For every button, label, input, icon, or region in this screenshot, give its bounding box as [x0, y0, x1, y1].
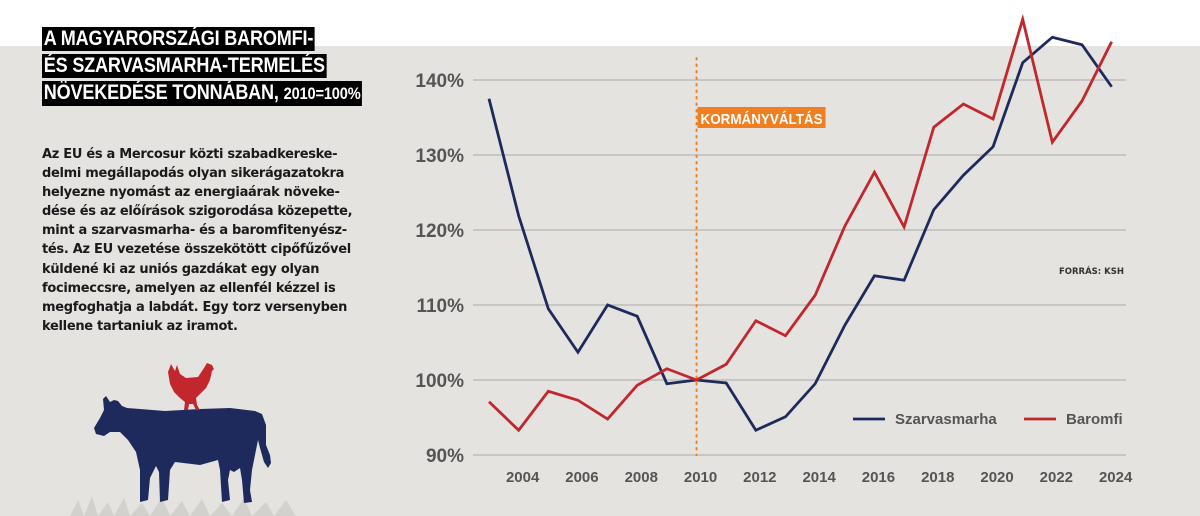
- body-line: Az EU és a Mercosur közti szabadkereske-: [42, 147, 338, 162]
- annotation-box: [697, 107, 826, 128]
- source-label: FORRÁS: KSH: [1059, 265, 1124, 277]
- y-tick-label: 90%: [426, 446, 464, 467]
- x-tick-label: 2010: [684, 469, 717, 486]
- body-line: delmi megállapodás olyan sikerágazatokra: [42, 166, 345, 182]
- y-tick-label: 110%: [416, 296, 464, 317]
- body-line: megfoghatja a labdát. Egy torz versenybe…: [42, 299, 348, 315]
- title-line-1: A MAGYARORSZÁGI BAROMFI-: [42, 27, 315, 51]
- body-line: focimeccsre, amelyen az ellenfél kézzel …: [42, 280, 336, 296]
- series-line-szarvasmarha: [487, 35, 1113, 433]
- x-tick-label: 2004: [506, 469, 540, 486]
- x-tick-label: 2022: [1040, 469, 1073, 486]
- body-line: mint a szarvasmarha- és a baromfitenyész…: [42, 223, 347, 239]
- title-suffix: 2010=100%: [283, 84, 361, 103]
- x-axis: 2004 2006 2008 2010 2012 2014 2016 2018 2020 2022…: [506, 469, 1133, 486]
- hen-icon: [168, 363, 214, 410]
- title-line-3-main: NÖVEKEDÉSE TONNÁBAN,: [43, 81, 279, 104]
- x-tick-label: 2012: [743, 469, 776, 486]
- legend-label: Baromfi: [1066, 411, 1123, 428]
- legend-label: Szarvasmarha: [895, 411, 997, 428]
- x-tick-label: 2016: [862, 469, 895, 486]
- body-paragraph: Az EU és a Mercosur közti szabadkereske-…: [42, 145, 382, 336]
- x-tick-label: 2006: [565, 469, 598, 486]
- y-axis: 90% 100% 110% 120% 130% 140%: [415, 71, 464, 467]
- annotation: KORMÁNYVÁLTÁS: [695, 57, 826, 456]
- title-line-3: NÖVEKEDÉSE TONNÁBAN, 2010=100%: [42, 81, 363, 106]
- y-tick-label: 130%: [415, 146, 464, 167]
- series-line-baromfi: [488, 13, 1113, 433]
- body-line: tés. Az EU vezetése összekötött cipőfűző…: [42, 242, 351, 258]
- series: [487, 13, 1113, 433]
- legend: Szarvasmarha Baromfi: [853, 411, 1123, 428]
- annotation-label: KORMÁNYVÁLTÁS: [701, 111, 823, 128]
- chart-title: A MAGYARORSZÁGI BAROMFI- ÉS SZARVASMARHA…: [42, 27, 414, 109]
- x-tick-label: 2008: [625, 469, 658, 486]
- title-line-2: ÉS SZARVASMARHA-TERMELÉS: [42, 54, 327, 78]
- x-tick-label: 2014: [802, 469, 836, 486]
- illustration: [70, 363, 296, 516]
- x-tick-label: 2020: [980, 469, 1013, 486]
- y-tick-label: 140%: [415, 71, 464, 92]
- body-line: helyezne nyomást az energiaárak növeke-: [42, 185, 340, 201]
- y-tick-label: 100%: [415, 371, 464, 392]
- x-tick-label: 2024: [1099, 469, 1133, 486]
- body-line: küldené ki az uniós gazdákat egy olyan: [42, 261, 320, 277]
- body-line: kellene tartaniuk az iramot.: [42, 318, 238, 334]
- x-tick-label: 2018: [921, 469, 954, 486]
- grass-icon: [70, 496, 296, 516]
- body-line: dése és az előírások szigorodása közepet…: [42, 204, 353, 220]
- cow-icon: [94, 396, 271, 503]
- y-tick-label: 120%: [415, 221, 464, 242]
